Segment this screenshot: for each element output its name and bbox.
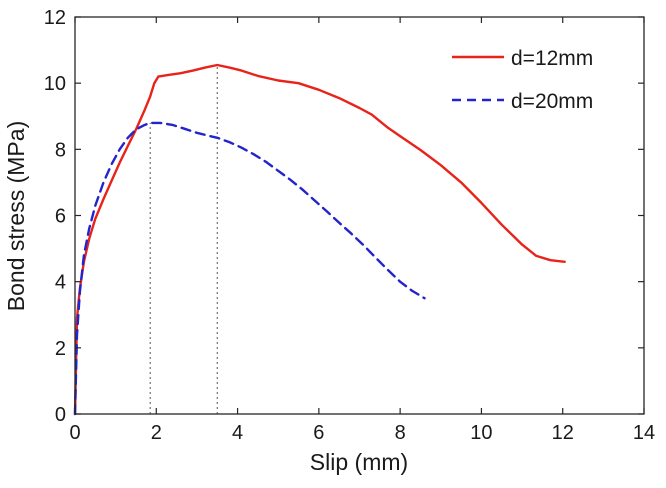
x-tick-label: 4	[232, 422, 243, 444]
legend-label-d12mm: d=12mm	[511, 47, 593, 70]
y-tick-label: 4	[55, 272, 66, 294]
x-axis-label: Slip (mm)	[310, 449, 408, 475]
plot-area: 0 2 4 6 8 10 12 14 0 2 4 6 8 10 12	[44, 7, 655, 444]
legend: d=12mm d=20mm	[452, 47, 593, 113]
series-line-d20mm	[73, 121, 426, 416]
x-tick-label: 14	[633, 422, 655, 444]
y-tick-label: 12	[44, 7, 66, 29]
y-tick-label: 2	[55, 338, 66, 360]
y-tick-label: 10	[44, 73, 66, 95]
x-tick-label: 6	[313, 422, 324, 444]
x-tick-label: 2	[151, 422, 162, 444]
y-tick-label: 0	[55, 404, 66, 426]
y-axis-label: Bond stress (MPa)	[3, 121, 29, 311]
series-line-d12mm	[73, 63, 566, 416]
y-tick-label: 8	[55, 139, 66, 161]
x-tick-label: 12	[552, 422, 574, 444]
x-tick-label: 0	[69, 422, 80, 444]
legend-label-d20mm: d=20mm	[511, 90, 593, 113]
x-tick-label: 10	[470, 422, 492, 444]
x-tick-label: 8	[395, 422, 406, 444]
y-tick-label: 6	[55, 206, 66, 228]
